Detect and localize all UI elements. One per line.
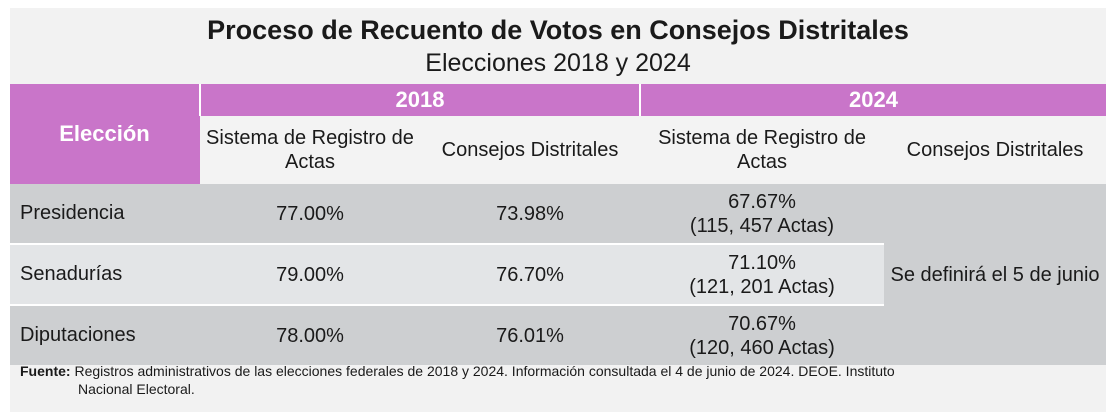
- header-year-2018: 2018: [198, 84, 641, 116]
- row-label: Diputaciones: [10, 304, 200, 365]
- source-text-line2: Nacional Electoral.: [78, 381, 195, 397]
- cell-sra-2024-pct: 70.67%: [728, 312, 796, 335]
- page-subtitle: Elecciones 2018 y 2024: [425, 49, 691, 77]
- row-label: Presidencia: [10, 184, 200, 244]
- cell-sra-2018: 79.00%: [200, 243, 420, 305]
- cell-sra-2024-actas: (115, 457 Actas): [689, 214, 835, 237]
- header-cd-2024: Consejos Distritales: [884, 116, 1107, 184]
- cell-cd-2024-note: Se definirá el 5 de junio: [884, 184, 1107, 365]
- page-title: Proceso de Recuento de Votos en Consejos…: [207, 15, 909, 45]
- cell-sra-2024-pct: 67.67%: [728, 190, 796, 213]
- cell-cd-2018: 76.01%: [420, 304, 641, 365]
- cell-sra-2024-actas: (121, 201 Actas): [689, 275, 835, 298]
- cell-sra-2024-actas: (120, 460 Actas): [689, 336, 835, 359]
- table-row: Senadurías 79.00% 76.70% 71.10% (121, 20…: [10, 243, 1106, 305]
- table-row: Diputaciones 78.00% 76.01% 70.67% (120, …: [10, 304, 1106, 365]
- table-frame: Proceso de Recuento de Votos en Consejos…: [10, 8, 1107, 412]
- results-table: Elección 2018 2024 Sistema de Registro d…: [10, 84, 1107, 365]
- source-text-line1: Registros administrativos de las eleccio…: [74, 363, 895, 379]
- header-sra-2018: Sistema de Registro de Actas: [200, 116, 420, 184]
- table-row: Presidencia 77.00% 73.98% 67.67% (115, 4…: [10, 184, 1107, 365]
- source-label: Fuente:: [20, 363, 71, 379]
- cell-sra-2024-pct: 71.10%: [728, 251, 796, 274]
- cell-cd-2018: 76.70%: [420, 243, 641, 305]
- cell-sra-2024: 67.67% (115, 457 Actas): [640, 184, 885, 244]
- header-sra-2024: Sistema de Registro de Actas: [640, 116, 885, 184]
- source-note: Fuente: Registros administrativos de las…: [20, 362, 1090, 398]
- cell-cd-2018: 73.98%: [420, 184, 641, 244]
- cell-sra-2024: 70.67% (120, 460 Actas): [640, 304, 885, 365]
- row-label: Senadurías: [10, 243, 200, 305]
- header-eleccion: Elección: [10, 84, 200, 184]
- cell-sra-2024: 71.10% (121, 201 Actas): [640, 243, 885, 305]
- header-cd-2018: Consejos Distritales: [420, 116, 641, 184]
- cell-sra-2018: 77.00%: [200, 184, 420, 244]
- cell-sra-2018: 78.00%: [200, 304, 420, 365]
- header-year-2024: 2024: [639, 84, 1107, 116]
